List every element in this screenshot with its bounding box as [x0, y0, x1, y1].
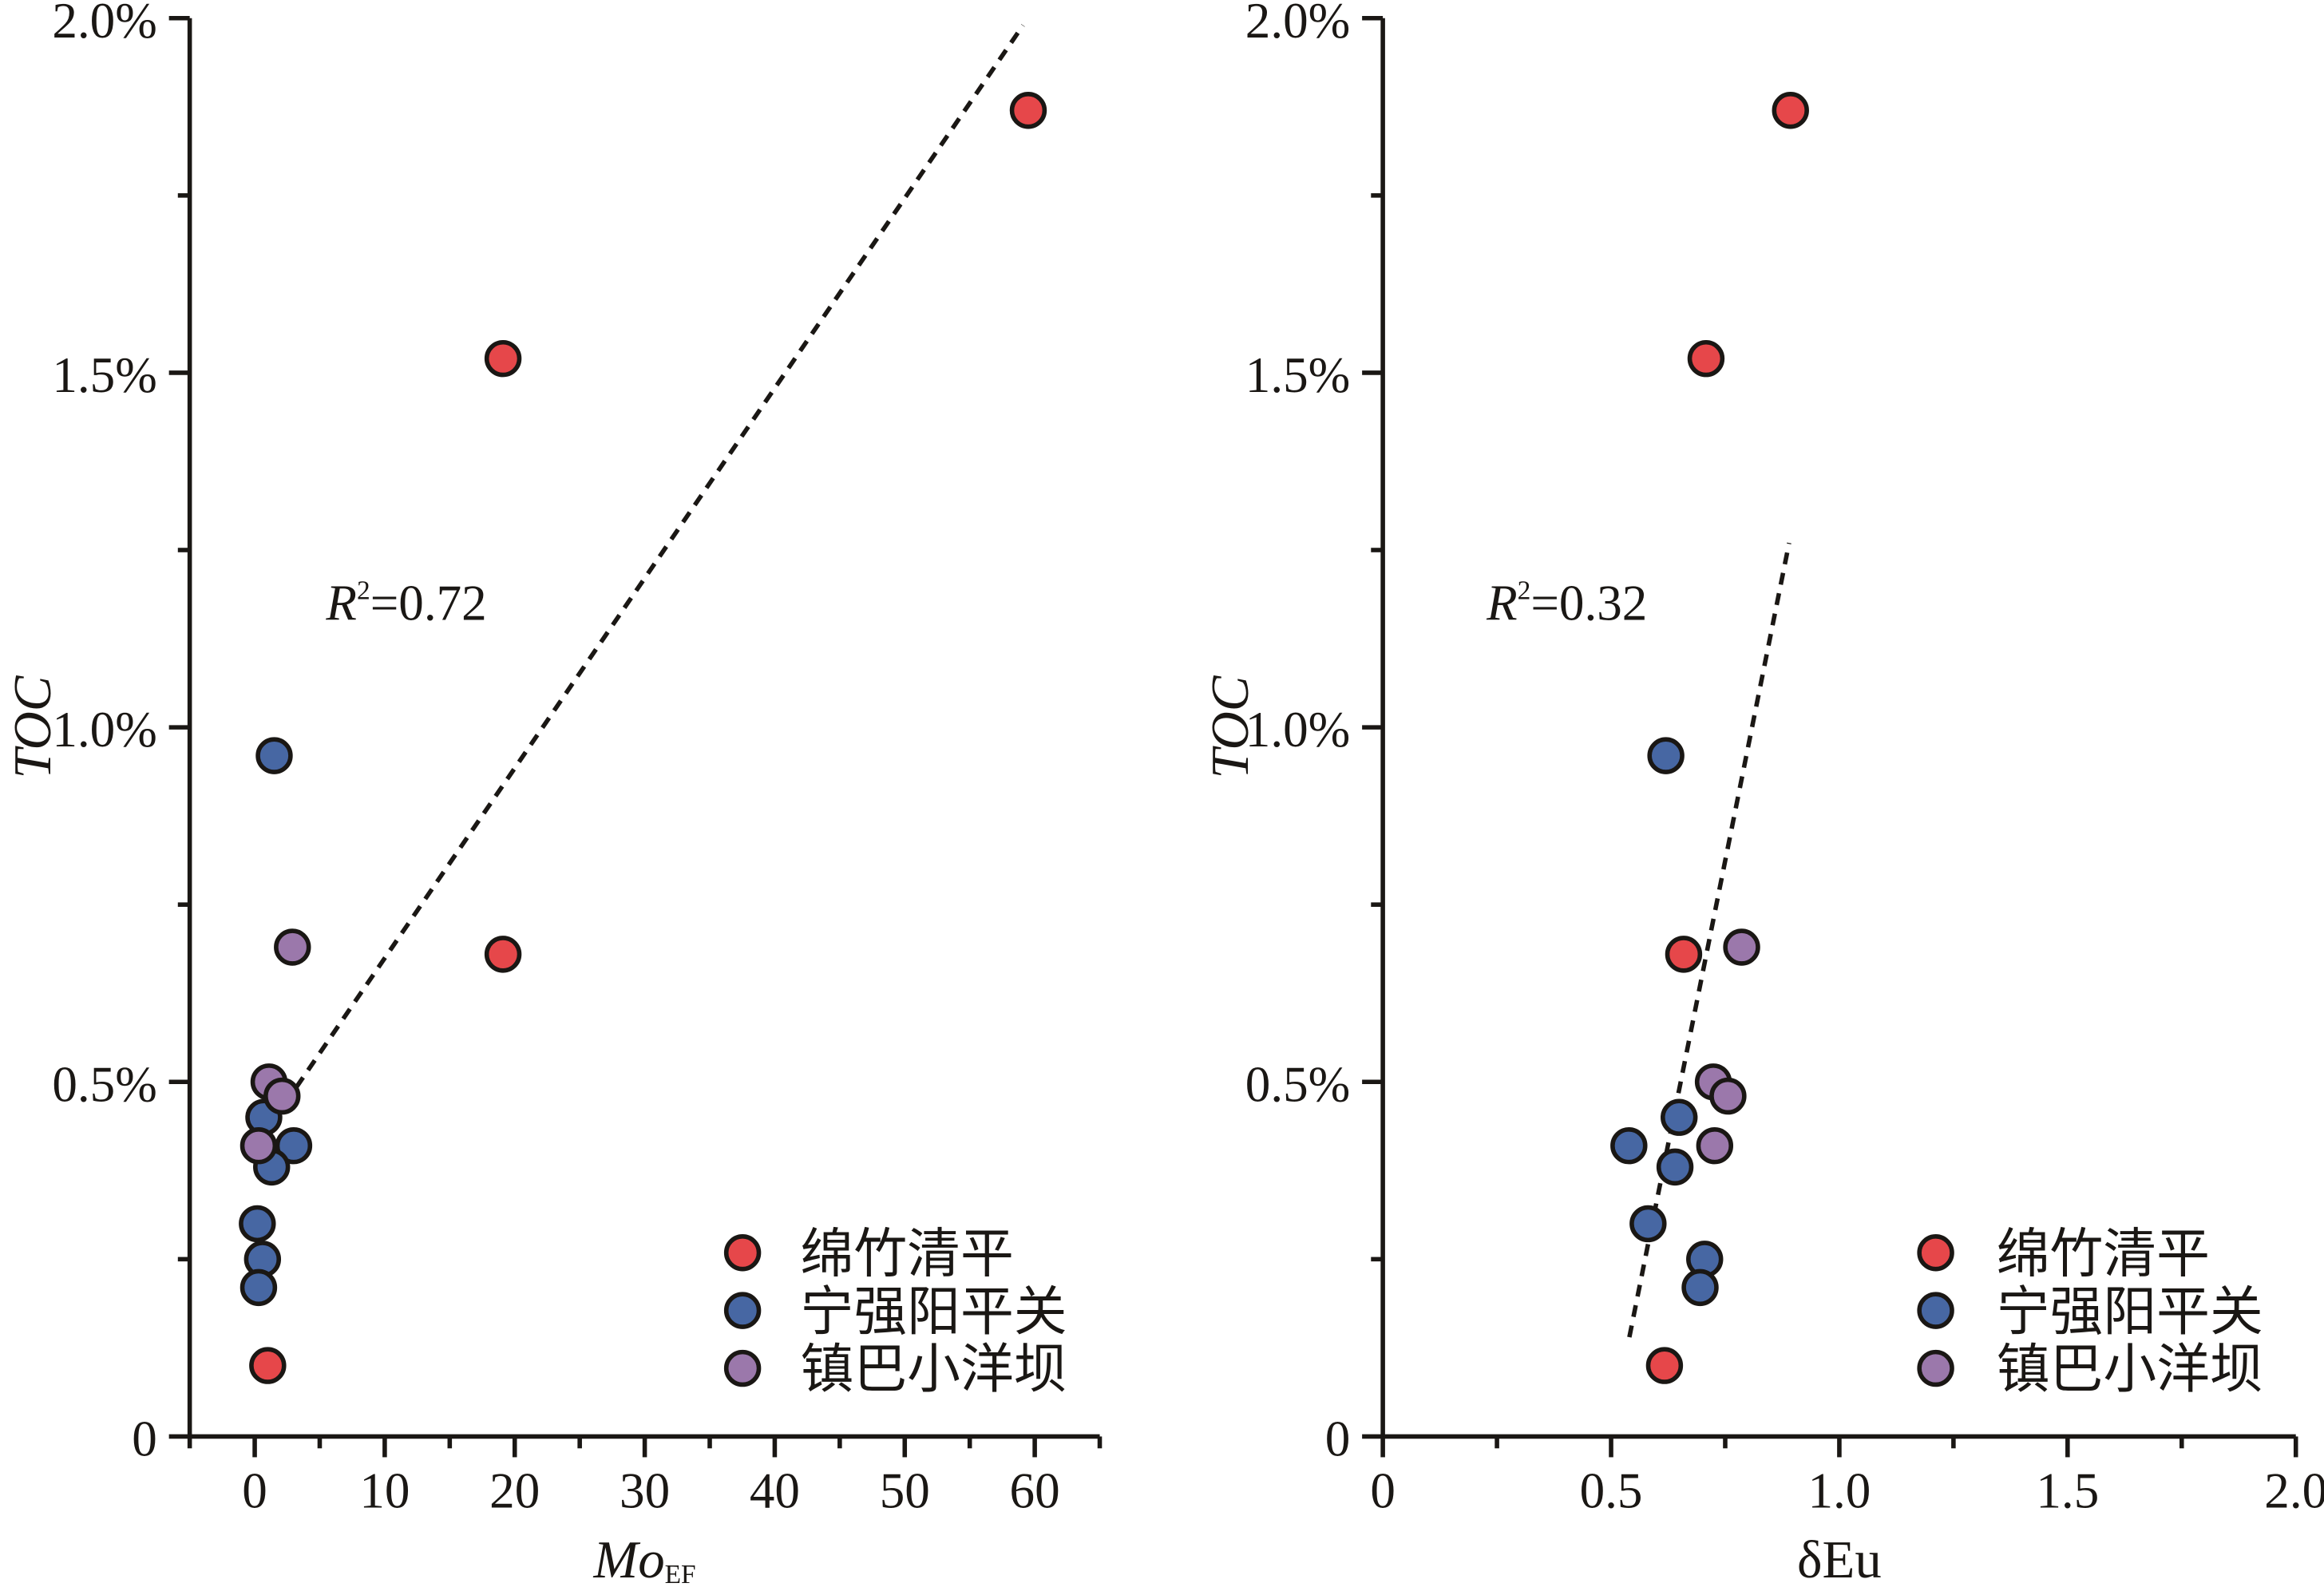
data-point [255, 737, 293, 774]
trend-line [259, 24, 1025, 1140]
legend-marker [723, 1292, 762, 1329]
x-tick-label: 1.5 [2036, 1463, 2099, 1519]
data-point [240, 1127, 278, 1165]
legend-label: 绵竹清平 [801, 1225, 1014, 1284]
x-tick-label: 50 [880, 1463, 930, 1519]
x-tick-label: 20 [489, 1463, 540, 1519]
data-point [1645, 1347, 1684, 1384]
y-axis-label: TOC [3, 675, 62, 778]
data-point [1723, 928, 1760, 966]
legend-label: 绵竹清平 [1997, 1225, 2210, 1284]
x-tick-label: 1.0 [1807, 1463, 1871, 1519]
r-squared-annotation: R2=0.32 [1486, 576, 1647, 631]
x-tick-label: 0.5 [1580, 1463, 1643, 1519]
y-tick-label: 2.0% [1245, 0, 1350, 49]
data-point [1681, 1268, 1719, 1307]
r-squared-r: R [1486, 576, 1518, 631]
legend-label: 镇巴小洋坝 [801, 1340, 1067, 1399]
series-1 [1645, 92, 1809, 1384]
x-axis-label-main: δEu [1797, 1530, 1882, 1589]
x-tick-label: 30 [620, 1463, 670, 1519]
x-tick-label: 0 [242, 1463, 267, 1519]
y-tick-label: 1.0% [1245, 702, 1350, 758]
legend-marker [1917, 1349, 1954, 1387]
y-tick-label: 0 [132, 1411, 157, 1467]
x-axis-label-subscript: EF [665, 1560, 696, 1589]
x-tick-label: 10 [359, 1463, 410, 1519]
x-axis-label-main: Mo [593, 1530, 665, 1589]
series-3 [1694, 928, 1760, 1165]
legend-marker [1917, 1292, 1954, 1329]
r-squared-value: =0.72 [370, 576, 487, 631]
y-tick-label: 0.5% [1245, 1056, 1350, 1112]
data-point [1687, 339, 1725, 378]
legend-label: 宁强阳平关 [801, 1283, 1067, 1342]
series-3 [240, 928, 311, 1165]
legend-marker [1917, 1234, 1954, 1272]
y-tick-label: 0.5% [52, 1056, 156, 1112]
r-squared-value: =0.32 [1530, 576, 1647, 631]
x-tick-label: 60 [1010, 1463, 1060, 1519]
legend-label: 镇巴小洋坝 [1997, 1340, 2263, 1399]
data-point [1647, 737, 1685, 774]
series-1 [249, 92, 1047, 1384]
data-point [263, 1077, 301, 1115]
chart-panel-1: 0 0.5% 1.0% 1.5% 2.0% 0 10 20 30 40 50 60 TOC MoEF R2=… [3, 0, 1103, 1589]
data-point [1610, 1127, 1648, 1165]
legend-marker [723, 1349, 762, 1387]
y-tick-label: 2.0% [52, 0, 156, 49]
data-point [1696, 1127, 1734, 1165]
data-point [1772, 92, 1809, 129]
y-axis-label: TOC [1201, 675, 1260, 778]
y-tick-label: 1.5% [52, 347, 156, 403]
data-point [1665, 936, 1703, 973]
data-point [1629, 1205, 1667, 1243]
r-squared-r: R [325, 576, 357, 631]
y-tick-label: 1.5% [1245, 347, 1350, 403]
x-tick-label: 0 [1370, 1463, 1396, 1519]
r-squared-superscript: 2 [357, 576, 370, 606]
data-point [484, 936, 522, 973]
data-point [484, 339, 522, 378]
series-2 [1610, 737, 1724, 1307]
data-point [1009, 92, 1047, 129]
x-axis-label: MoEF [593, 1530, 696, 1589]
legend-label: 宁强阳平关 [1997, 1283, 2263, 1342]
data-point [275, 1127, 313, 1165]
r-squared-annotation: R2=0.72 [325, 576, 486, 631]
data-point [274, 928, 311, 966]
chart-panel-2: 0 0.5% 1.0% 1.5% 2.0% 0 0.5 1.0 1.5 2.0 TOC δEu R2=0… [1201, 0, 2324, 1589]
data-point [239, 1205, 276, 1243]
x-tick-label: 2.0 [2264, 1463, 2324, 1519]
data-point [1656, 1148, 1694, 1186]
y-tick-label: 0 [1325, 1411, 1351, 1467]
data-point [240, 1268, 278, 1307]
data-point [1709, 1077, 1747, 1115]
legend-marker [723, 1234, 762, 1272]
series-2 [239, 737, 313, 1307]
data-point [1661, 1098, 1698, 1136]
x-tick-label: 40 [750, 1463, 800, 1519]
trend-line [1627, 542, 1791, 1338]
x-axis-label: δEu [1797, 1530, 1882, 1589]
y-tick-label: 1.0% [52, 702, 156, 758]
data-point [249, 1347, 287, 1384]
r-squared-superscript: 2 [1518, 576, 1531, 606]
